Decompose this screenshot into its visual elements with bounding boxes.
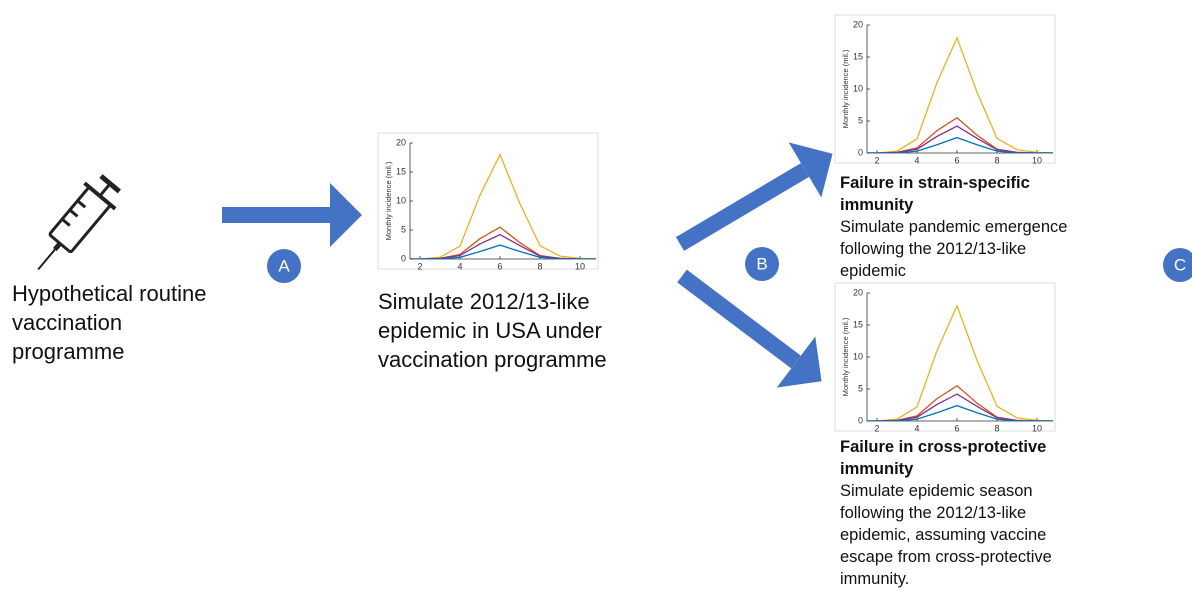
outcome-title: Failure in strain-specific immunity <box>840 174 1030 214</box>
x-tick-label: 6 <box>497 261 502 271</box>
x-tick-label: 10 <box>575 261 585 271</box>
x-tick-label: 8 <box>537 261 542 271</box>
series-line <box>867 404 1053 421</box>
step-text: Hypothetical routine vaccination program… <box>12 281 207 364</box>
y-tick-label: 10 <box>396 195 406 205</box>
series-line <box>410 153 596 259</box>
outcome-text: Simulate pandemic emergence following th… <box>840 218 1068 280</box>
y-tick-label: 0 <box>858 147 863 157</box>
y-tick-label: 5 <box>858 115 863 125</box>
series-line <box>410 244 596 259</box>
y-tick-label: 15 <box>396 166 406 176</box>
x-tick-label: 6 <box>954 423 959 433</box>
x-tick-label: 2 <box>874 423 879 433</box>
y-tick-label: 0 <box>401 253 406 263</box>
step-marker <box>1163 248 1192 282</box>
syringe-icon <box>37 174 121 271</box>
x-tick-label: 10 <box>1032 423 1042 433</box>
y-axis-label: Monthly incidence (mil.) <box>384 161 393 240</box>
chart-frame <box>834 14 1056 164</box>
y-tick-label: 15 <box>853 51 863 61</box>
y-tick-label: 0 <box>858 415 863 425</box>
outcome: Failure in cross-protective immunity Sim… <box>840 436 1095 590</box>
step-marker-label: B <box>756 254 767 273</box>
y-tick-label: 5 <box>858 383 863 393</box>
outcome-title: Failure in cross-protective immunity <box>840 438 1047 478</box>
y-tick-label: 5 <box>401 224 406 234</box>
step-marker <box>267 249 301 283</box>
x-tick-label: 8 <box>994 423 999 433</box>
y-tick-label: 10 <box>853 83 863 93</box>
x-tick-label: 4 <box>457 261 462 271</box>
y-tick-label: 10 <box>853 351 863 361</box>
step-marker-label: A <box>278 256 290 275</box>
chart-frame <box>377 132 599 270</box>
arrow-b-up <box>675 142 833 251</box>
y-tick-label: 20 <box>396 137 406 147</box>
y-axis-label: Monthly incidence (mil.) <box>841 317 850 396</box>
arrow-b-down <box>677 269 822 388</box>
y-axis-label: Monthly incidence (mil.) <box>841 49 850 128</box>
y-tick-label: 15 <box>853 319 863 329</box>
x-tick-label: 4 <box>914 155 919 165</box>
x-tick-label: 8 <box>994 155 999 165</box>
x-tick-label: 2 <box>874 155 879 165</box>
y-tick-label: 20 <box>853 19 863 29</box>
x-tick-label: 6 <box>954 155 959 165</box>
step-marker-label: C <box>1174 255 1186 274</box>
series-line <box>867 36 1053 153</box>
series-line <box>867 136 1053 153</box>
step-marker <box>745 247 779 281</box>
y-tick-label: 20 <box>853 287 863 297</box>
outcome-text: Simulate epidemic season following the 2… <box>840 482 1052 588</box>
step-text: Simulate 2012/13-like epidemic in USA un… <box>378 289 607 372</box>
chart-frame <box>834 282 1056 432</box>
x-tick-label: 4 <box>914 423 919 433</box>
x-tick-label: 10 <box>1032 155 1042 165</box>
series-line <box>867 304 1053 421</box>
outcome: Failure in strain-specific immunity Simu… <box>840 172 1080 282</box>
x-tick-label: 2 <box>417 261 422 271</box>
